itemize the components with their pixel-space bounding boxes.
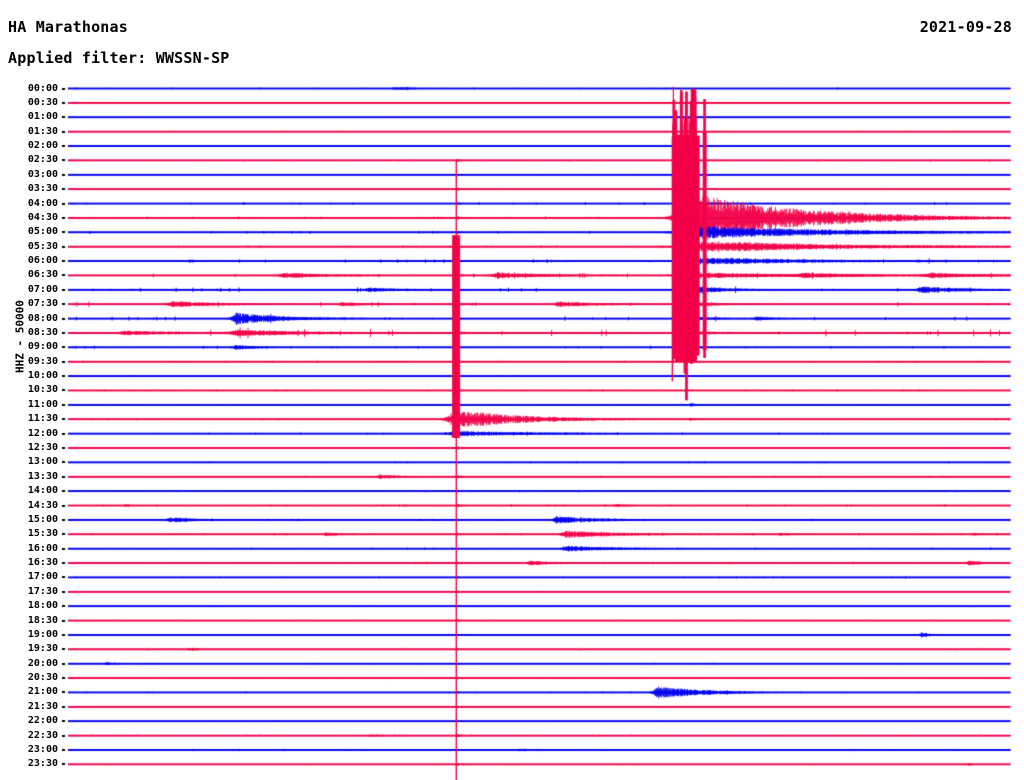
time-label-1800: 18:00 [27,600,58,612]
time-label-2130: 21:30 [27,700,58,712]
time-label-2000: 20:00 [27,657,58,669]
time-label-2300: 23:00 [27,743,58,755]
time-label-0400: 04:00 [27,197,58,209]
time-label-1000: 10:00 [27,370,58,382]
time-label-1730: 17:30 [27,585,58,597]
time-label-0530: 05:30 [27,240,58,252]
time-label-0730: 07:30 [27,298,58,310]
time-axis-labels: 00:00 00:30 01:00 01:30 02:00 02:30 03:00 03:30… [10,0,58,780]
time-label-0700: 07:00 [27,283,58,295]
record-date: 2021-09-28 [919,18,1012,36]
time-label-1230: 12:30 [27,442,58,453]
time-label-1930: 19:30 [27,643,58,655]
time-label-0330: 03:30 [27,183,58,195]
time-label-2100: 21:00 [27,686,58,698]
time-label-1700: 17:00 [27,571,58,583]
time-label-1830: 18:30 [27,614,58,626]
time-label-1530: 15:30 [27,528,58,540]
time-label-1630: 16:30 [27,557,58,569]
time-label-0830: 08:30 [27,326,58,338]
time-label-0100: 01:00 [27,111,58,123]
time-label-0930: 09:30 [27,355,58,367]
time-label-1400: 14:00 [27,485,58,497]
time-label-0130: 01:30 [27,125,58,137]
time-label-1600: 16:00 [27,542,58,554]
time-label-1130: 11:30 [27,413,58,425]
time-label-0630: 06:30 [27,269,58,281]
time-label-1430: 14:30 [27,499,58,511]
time-label-1300: 13:00 [27,456,58,468]
time-label-0430: 04:30 [27,211,58,223]
time-label-1900: 19:00 [27,628,58,640]
time-label-2230: 22:30 [27,729,58,741]
time-label-1330: 13:30 [27,470,58,482]
time-label-0500: 05:00 [27,226,58,238]
time-label-1100: 11:00 [27,398,58,410]
time-label-1200: 12:00 [27,427,58,439]
time-label-0800: 08:00 [27,312,58,324]
time-label-0900: 09:00 [27,341,58,353]
time-label-0230: 02:30 [27,154,58,166]
time-label-0600: 06:00 [27,255,58,267]
time-label-0000: 00:00 [27,82,58,94]
time-label-0200: 02:00 [27,140,58,152]
time-label-2330: 23:30 [27,758,58,770]
time-label-2030: 20:30 [27,672,58,684]
time-label-1500: 15:00 [27,513,58,525]
time-label-2200: 22:00 [27,715,58,727]
time-label-0030: 00:30 [27,96,58,108]
time-label-1030: 10:30 [27,384,58,396]
time-label-0300: 03:00 [27,168,58,180]
